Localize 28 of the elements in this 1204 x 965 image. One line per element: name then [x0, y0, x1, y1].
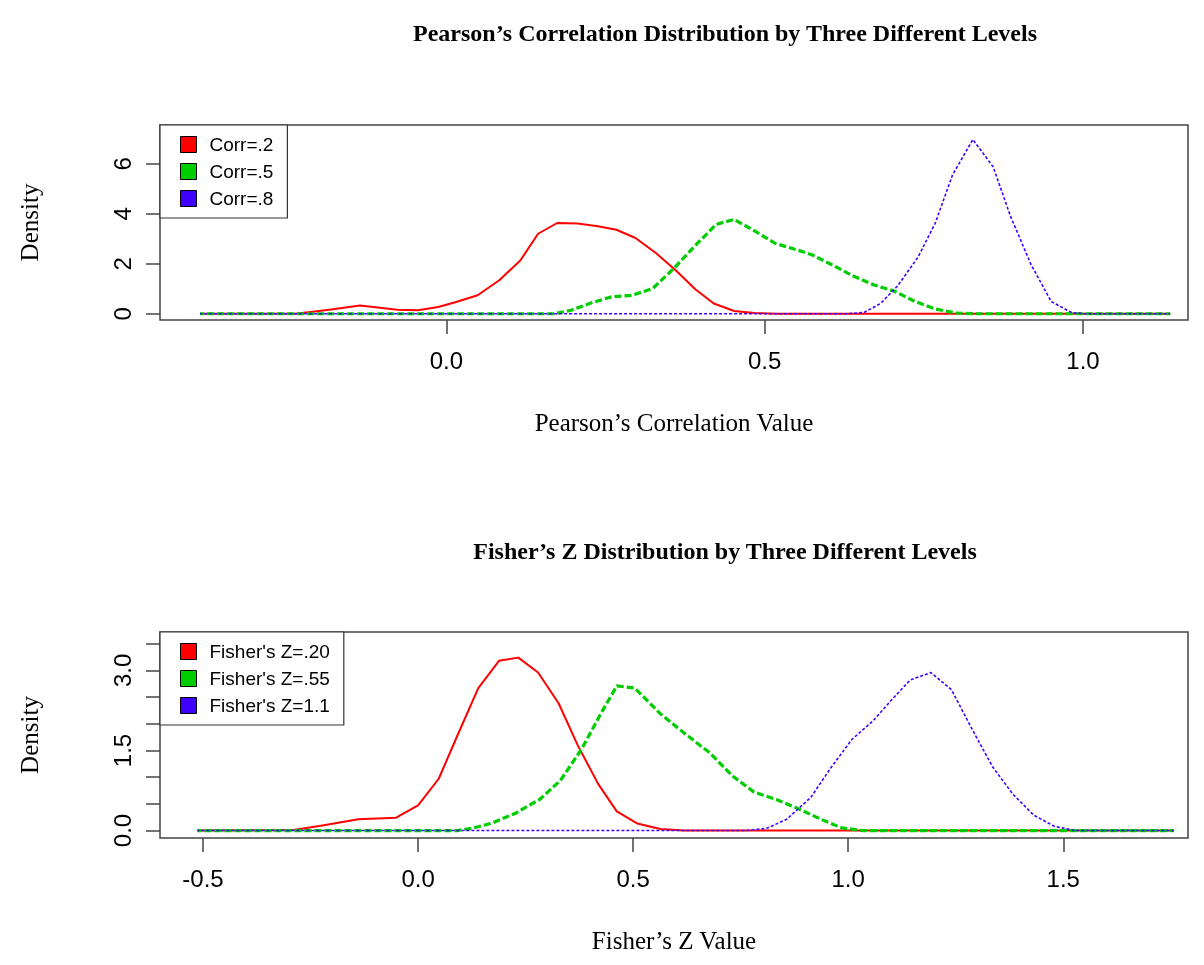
x-tick-label: 0.0 — [429, 346, 464, 374]
y-tick-label: 0.0 — [108, 813, 136, 848]
legend-label: Corr=.8 — [209, 188, 274, 209]
chart-title: Pearson’s Correlation Distribution by Three Different Levels — [413, 20, 1037, 46]
legend-label: Corr=.2 — [209, 134, 274, 155]
y-tick-label: 4 — [108, 207, 136, 221]
y-axis-title: Density — [16, 183, 43, 262]
x-tick-label: 1.0 — [1066, 346, 1100, 374]
x-tick-label: -0.5 — [182, 864, 224, 892]
legend-label: Corr=.5 — [209, 161, 274, 182]
x-tick-label: 0.0 — [401, 864, 435, 892]
y-tick-label: 0 — [108, 307, 136, 321]
x-tick-label: 0.5 — [616, 864, 650, 892]
y-tick-label: 3.0 — [108, 653, 136, 688]
x-tick-label: 1.5 — [1046, 864, 1080, 892]
x-axis-title: Pearson’s Correlation Value — [534, 409, 814, 436]
y-tick-label: 2 — [108, 257, 136, 271]
line-series — [199, 138, 1171, 315]
chart-title: Fisher’s Z Distribution by Three Different Levels — [473, 538, 977, 564]
legend-label: Fisher's Z=1.1 — [209, 695, 330, 716]
legend-label: Fisher's Z=.55 — [209, 668, 330, 689]
y-tick-label: 1.5 — [108, 733, 136, 768]
x-tick-label: 1.0 — [831, 864, 865, 892]
x-axis-title: Fisher’s Z Value — [591, 927, 757, 954]
legend-label: Fisher's Z=.20 — [209, 641, 330, 662]
y-axis-title: Density — [16, 695, 43, 774]
y-tick-label: 6 — [108, 157, 136, 171]
x-tick-label: 0.5 — [748, 346, 782, 374]
